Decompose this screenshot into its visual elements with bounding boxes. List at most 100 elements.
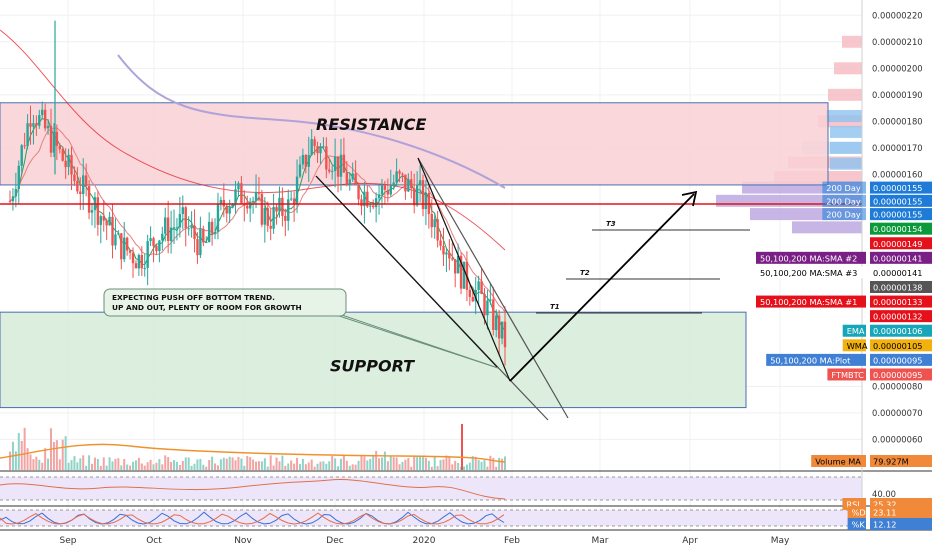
time-axis[interactable]: Sep Oct Nov Dec 2020 Feb Mar Apr May [0, 531, 932, 550]
volume-bar [222, 457, 225, 470]
candle-body [79, 191, 82, 195]
volume-bar [146, 462, 149, 470]
volume-bar [167, 457, 170, 470]
volume-bar [161, 464, 164, 470]
candle-body [140, 255, 144, 269]
price-tag-name: 200 Day [826, 196, 861, 206]
price-tag-name-box [822, 208, 866, 221]
price-labels: 0.00000155 200 Day 0.00000155 200 Day 0.0000… [756, 181, 932, 381]
volume-bar [495, 466, 498, 470]
price-tag-name-box [756, 295, 866, 308]
candle-body [152, 238, 155, 246]
candle-body [67, 154, 70, 168]
volume-bar [184, 457, 187, 470]
volume-bar [501, 458, 504, 470]
volume-bar [474, 456, 477, 470]
price-tag-value: 0.00000155 [873, 183, 923, 193]
candle-body [500, 321, 504, 339]
time-label: Apr [682, 536, 698, 546]
price-tag-name: EMA [847, 326, 865, 336]
volume-bar [383, 451, 386, 470]
volume-bar [319, 461, 322, 470]
volume-bar [480, 461, 483, 470]
candle-body [474, 289, 477, 302]
candle-body [342, 154, 346, 173]
volume-bar [436, 466, 439, 470]
candle-body [292, 198, 296, 205]
volume-bar [293, 463, 296, 470]
annotation-callout[interactable]: EXPECTING PUSH OFF BOTTOM TREND. UP AND … [103, 288, 499, 369]
candle-body [281, 197, 284, 216]
candles [8, 20, 507, 366]
candle-body [418, 180, 422, 186]
volume-bar [345, 460, 348, 470]
candle-body [175, 227, 179, 229]
volume-ma-tag-name-box [811, 455, 866, 467]
candle-body [26, 123, 29, 147]
price-axis[interactable]: 0.00000220 0.00000210 0.00000200 0.00000190… [861, 0, 923, 530]
candle-body [105, 220, 108, 226]
candle-body [38, 115, 41, 126]
volume-bar [208, 460, 211, 470]
volume-bar [304, 464, 307, 470]
candle-body [272, 206, 275, 229]
volume-bar [199, 458, 202, 470]
candle-body [401, 173, 404, 175]
candle-body [392, 182, 395, 186]
price-tag-name: 50,100,200 MA:SMA #2 [760, 253, 857, 263]
price-tag-value: 0.00000138 [873, 282, 923, 292]
volume-bar [471, 456, 474, 470]
candle-body [207, 221, 211, 243]
price-tag-value: 0.00000133 [873, 297, 923, 307]
price-tag-name-box [822, 181, 866, 194]
candle-body [158, 240, 161, 252]
volume-bar [404, 459, 407, 470]
candle-body [357, 184, 360, 200]
volume-bar [234, 460, 237, 470]
candle-body [20, 145, 23, 166]
volume-bar [102, 457, 105, 470]
time-label: Nov [234, 536, 252, 546]
volume-bar [93, 457, 96, 470]
candle-body [76, 180, 79, 192]
volume-bar [237, 456, 240, 470]
resistance-zone [0, 102, 829, 186]
volume-bar [252, 459, 255, 470]
price-tag-value: 0.00000132 [873, 312, 923, 322]
price-tag-box [870, 324, 932, 337]
candle-body [58, 145, 61, 150]
volume-bar [149, 459, 152, 470]
candle-body [413, 188, 416, 206]
candle-body [336, 156, 340, 177]
candle-body [35, 123, 38, 126]
candle-body [275, 206, 278, 212]
price-tag-name-box [756, 266, 866, 279]
candle-body [468, 289, 472, 297]
candle-body [354, 173, 357, 185]
candle-body [436, 219, 439, 241]
candle-body [184, 207, 187, 229]
sma-long-line [117, 54, 506, 189]
volume-bar [47, 458, 50, 470]
volume-bar [492, 457, 495, 470]
volume-bar [407, 457, 410, 470]
volume-bar [498, 457, 501, 470]
volume-bar [486, 466, 489, 470]
candle-body [415, 185, 419, 206]
volume-bar [465, 464, 468, 470]
rsi-tag-name: RSI [846, 500, 859, 510]
price-tag-name: FTMBTC [831, 370, 864, 380]
volume-bar [88, 455, 91, 470]
candle-body [369, 205, 372, 207]
candle-body [102, 216, 105, 221]
volume-bar [181, 460, 184, 470]
volume-bar [123, 458, 126, 470]
rsi-tag-value: 25.32 [873, 500, 896, 510]
candle-body [383, 185, 387, 190]
candle-body [111, 216, 114, 246]
volume-bar [307, 462, 310, 470]
target-lines: T1 T2 T3 [536, 220, 750, 314]
candle-body [298, 164, 302, 177]
volume-bar [105, 465, 108, 470]
